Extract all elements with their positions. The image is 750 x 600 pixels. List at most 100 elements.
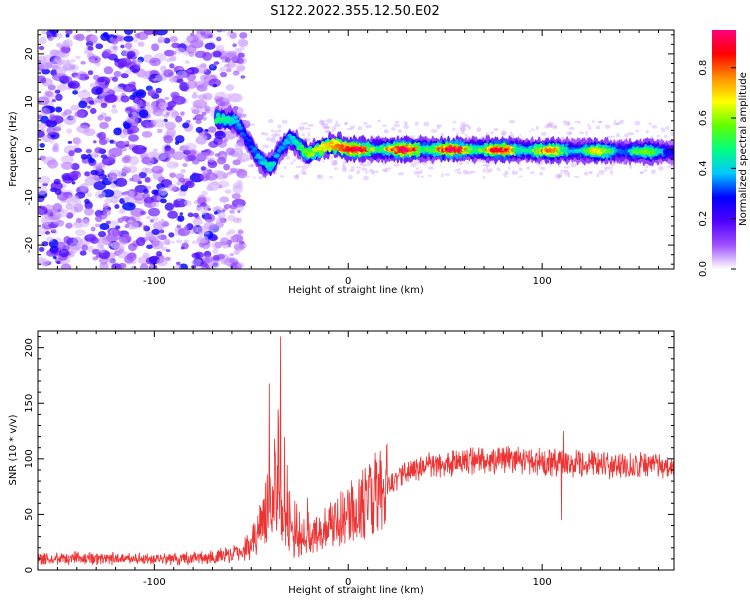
spectrogram-cell bbox=[169, 55, 177, 62]
spectrogram-cell bbox=[231, 119, 237, 125]
spectrogram-cell bbox=[420, 169, 423, 173]
spectrogram-cell bbox=[63, 116, 77, 125]
spectrogram-cell bbox=[207, 126, 217, 133]
spectrogram-cell bbox=[301, 133, 305, 137]
spectrogram-x-tick: -100 bbox=[143, 30, 166, 287]
spectrogram-cell bbox=[138, 171, 147, 179]
spectrogram-cell bbox=[341, 167, 348, 173]
spectrogram-cell bbox=[456, 171, 463, 175]
spectrogram-cell bbox=[225, 84, 235, 91]
spectrogram-cell bbox=[38, 246, 45, 252]
spectrogram-cell bbox=[304, 127, 311, 130]
spectrogram-cell bbox=[303, 148, 308, 151]
spectrogram-cell bbox=[342, 165, 347, 170]
spectrogram-cell bbox=[41, 68, 51, 75]
spectrogram-cell bbox=[436, 125, 441, 129]
spectrogram-cell bbox=[112, 76, 118, 82]
spectrogram-cell bbox=[200, 202, 207, 207]
spectrogram-cell bbox=[74, 110, 86, 118]
colorbar-tick: 0.4 bbox=[698, 160, 736, 176]
spectrogram-cell bbox=[184, 60, 190, 64]
spectrogram-cell bbox=[141, 70, 151, 80]
spectrogram-cell bbox=[204, 30, 214, 34]
spectrogram-cell bbox=[220, 259, 228, 265]
spectrogram-cell bbox=[238, 175, 244, 178]
spectrogram-cell bbox=[333, 167, 338, 170]
spectrogram-x-tick-label: -100 bbox=[143, 276, 166, 287]
spectrogram-cell bbox=[169, 36, 178, 43]
colorbar: 0.0 0.2 0.4 0.6 0.8 Normalized spectral ampl… bbox=[698, 30, 749, 277]
spectrogram-cell bbox=[38, 176, 51, 185]
spectrogram-cell bbox=[69, 242, 81, 251]
spectrogram-cell bbox=[468, 125, 472, 131]
spectrogram-cell bbox=[56, 32, 63, 39]
spectrogram-cell bbox=[93, 140, 97, 144]
spectrogram-cell bbox=[421, 175, 424, 179]
spectrogram-cell bbox=[596, 173, 600, 178]
spectrogram-cell bbox=[97, 77, 106, 83]
spectrogram-cell bbox=[191, 240, 197, 245]
spectrogram-cell bbox=[360, 167, 368, 171]
spectrogram-cell bbox=[113, 70, 122, 78]
spectrogram-cell bbox=[111, 104, 117, 109]
spectrogram-cell bbox=[85, 30, 92, 33]
spectrogram-cell bbox=[589, 171, 593, 174]
spectrogram-cell bbox=[302, 122, 309, 125]
spectrogram-cell bbox=[151, 43, 160, 52]
spectrogram-cell bbox=[225, 147, 236, 156]
spectrogram-cell bbox=[304, 150, 310, 154]
spectrogram-cell bbox=[95, 43, 104, 50]
spectrogram-cell bbox=[604, 166, 608, 172]
spectrogram-cell bbox=[90, 152, 99, 158]
spectrogram-cell bbox=[57, 241, 67, 250]
spectrogram-cell bbox=[194, 113, 204, 121]
spectrogram-cell bbox=[146, 185, 152, 190]
spectrogram-cell bbox=[202, 255, 214, 264]
spectrogram-cell bbox=[519, 133, 522, 137]
spectrogram-cell bbox=[179, 263, 188, 269]
spectrogram-cell bbox=[155, 87, 162, 94]
spectrogram-cell bbox=[239, 46, 245, 51]
spectrogram-cell bbox=[410, 162, 417, 168]
spectrogram-cell bbox=[511, 170, 515, 175]
spectrogram-cell bbox=[393, 123, 401, 128]
spectrogram-cell bbox=[391, 127, 396, 131]
spectrogram-cell bbox=[297, 147, 303, 151]
snr-x-tick-label: 0 bbox=[345, 577, 351, 588]
spectrogram-cell bbox=[73, 34, 81, 40]
snr-y-tick: 200 bbox=[24, 338, 674, 357]
spectrogram-cell bbox=[243, 175, 250, 178]
spectrogram-cell bbox=[198, 242, 205, 248]
spectrogram-cell bbox=[563, 166, 571, 169]
spectrogram-cell bbox=[196, 226, 207, 234]
spectrogram-cell bbox=[177, 66, 184, 71]
spectrogram-cell bbox=[440, 173, 444, 178]
spectrogram-cell bbox=[249, 123, 255, 126]
spectrogram-cell bbox=[568, 131, 572, 135]
spectrogram-cell bbox=[38, 122, 47, 129]
spectrogram-cell bbox=[242, 158, 246, 162]
spectrogram-cell bbox=[124, 223, 130, 229]
spectrogram-cell bbox=[540, 131, 547, 136]
spectrogram-cell bbox=[236, 123, 242, 127]
spectrogram-cell bbox=[351, 166, 355, 171]
spectrogram-cell bbox=[609, 170, 614, 175]
spectrogram-cell bbox=[55, 106, 63, 113]
spectrogram-cell bbox=[428, 166, 435, 170]
spectrogram-cell bbox=[645, 129, 649, 134]
spectrogram-cell bbox=[232, 217, 243, 224]
spectrogram-cell bbox=[202, 83, 209, 88]
spectrogram-cell bbox=[184, 154, 192, 162]
spectrogram-cell bbox=[322, 126, 328, 129]
spectrogram-cell bbox=[142, 252, 150, 258]
spectrogram-cell bbox=[329, 141, 334, 145]
spectrogram-cell bbox=[70, 162, 80, 171]
spectrogram-cell bbox=[321, 122, 325, 127]
spectrogram-cell bbox=[382, 124, 388, 127]
spectrogram-cell bbox=[237, 229, 244, 235]
spectrogram-cell bbox=[217, 211, 226, 219]
spectrogram-cell bbox=[671, 150, 674, 155]
spectrogram-cell bbox=[270, 138, 277, 143]
